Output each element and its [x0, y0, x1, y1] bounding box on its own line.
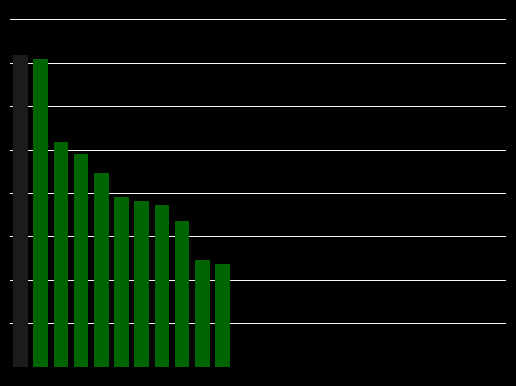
Bar [54, 142, 68, 367]
Bar [13, 55, 28, 367]
Bar [114, 197, 129, 367]
Bar [195, 260, 209, 367]
Bar [34, 59, 48, 367]
Bar [215, 264, 230, 367]
Bar [155, 205, 169, 367]
Bar [175, 221, 189, 367]
Bar [135, 201, 149, 367]
Bar [94, 173, 108, 367]
Bar [74, 154, 88, 367]
